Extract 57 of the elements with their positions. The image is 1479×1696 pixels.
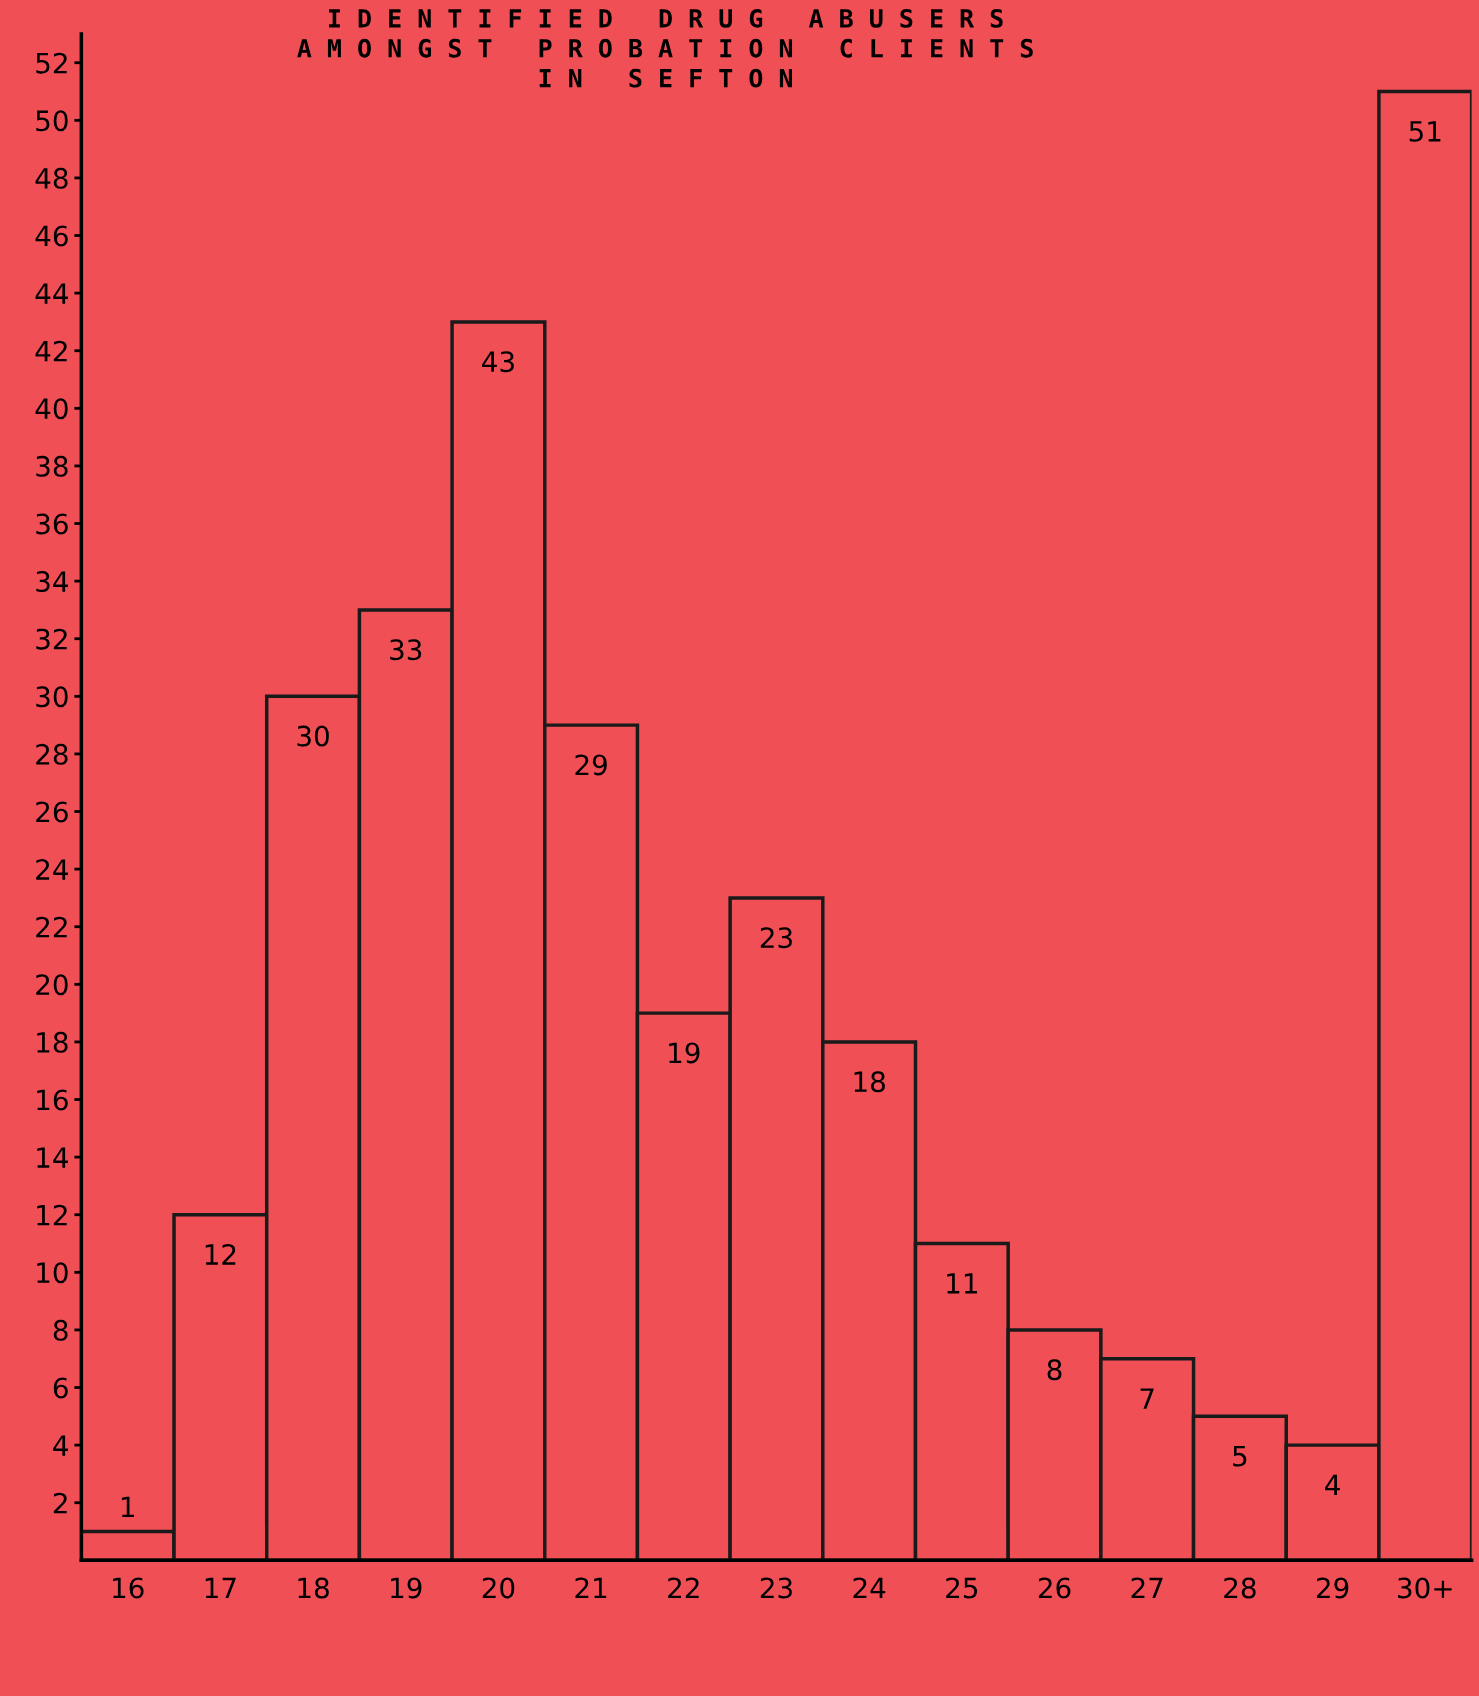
x-tick-label: 18 — [298, 1577, 329, 1599]
y-tick-label: 44 — [35, 283, 68, 304]
data-label: 29 — [575, 754, 607, 776]
x-tick-label: 26 — [1038, 1577, 1071, 1599]
data-label: 43 — [482, 351, 514, 373]
x-tick-label: 19 — [391, 1577, 422, 1599]
y-tick-label: 48 — [35, 167, 68, 189]
data-label: 5 — [1233, 1445, 1247, 1467]
y-tick-label: 36 — [36, 513, 68, 535]
data-label: 33 — [390, 639, 422, 661]
data-label: 30 — [297, 725, 329, 747]
x-tick-label: 28 — [1224, 1577, 1256, 1599]
data-label: 19 — [669, 1042, 700, 1064]
y-tick-label: 8 — [53, 1319, 68, 1341]
data-label: 51 — [1409, 121, 1441, 142]
y-tick-label: 34 — [36, 571, 68, 593]
data-label: 1 — [121, 1496, 134, 1518]
y-tick-label: 38 — [36, 455, 68, 477]
y-tick-label: 30 — [36, 686, 68, 708]
chart-title: I D E N T I F I E D D R U G A B U S E R S A M O N G S T P R O B A T I O N C L I E N T S I N S E F T O N — [297, 8, 1033, 88]
y-tick-label: 20 — [36, 974, 68, 996]
y-tick-label: 46 — [35, 225, 68, 247]
y-tick-label: 40 — [35, 398, 68, 420]
data-label: 4 — [1325, 1474, 1340, 1496]
y-tick-label: 24 — [36, 859, 68, 880]
data-label: 7 — [1140, 1388, 1154, 1409]
data-label: 12 — [205, 1244, 236, 1265]
y-tick-label: 52 — [36, 52, 67, 74]
y-tick-label: 10 — [37, 1262, 68, 1284]
y-tick-label: 16 — [37, 1089, 68, 1111]
y-tick-label: 50 — [36, 110, 68, 132]
x-tick-label: 20 — [482, 1577, 515, 1599]
y-tick-label: 6 — [53, 1377, 68, 1399]
y-tick-label: 2 — [53, 1492, 67, 1514]
y-tick-label: 22 — [36, 916, 67, 938]
data-label: 23 — [760, 927, 792, 949]
y-tick-label: 4 — [53, 1435, 68, 1456]
y-tick-label: 32 — [36, 628, 67, 650]
y-tick-label: 26 — [36, 801, 68, 823]
data-label: 8 — [1047, 1359, 1062, 1381]
y-tick-label: 14 — [37, 1147, 68, 1168]
x-tick-label: 16 — [113, 1577, 144, 1599]
y-tick-label: 28 — [36, 743, 68, 765]
x-tick-label: 22 — [668, 1577, 699, 1599]
x-tick-label: 30+ — [1398, 1577, 1452, 1599]
x-tick-label: 27 — [1131, 1577, 1163, 1599]
x-tick-label: 29 — [1316, 1577, 1349, 1599]
x-tick-label: 21 — [575, 1577, 607, 1599]
data-label: 18 — [854, 1071, 885, 1093]
y-tick-label: 42 — [35, 340, 67, 362]
x-tick-label: 24 — [853, 1577, 886, 1599]
data-label: 11 — [947, 1273, 977, 1294]
x-tick-label: 17 — [205, 1577, 236, 1599]
y-tick-label: 18 — [37, 1031, 68, 1053]
x-tick-label: 25 — [946, 1577, 978, 1599]
y-tick-label: 12 — [37, 1204, 67, 1226]
x-tick-label: 23 — [760, 1577, 792, 1599]
